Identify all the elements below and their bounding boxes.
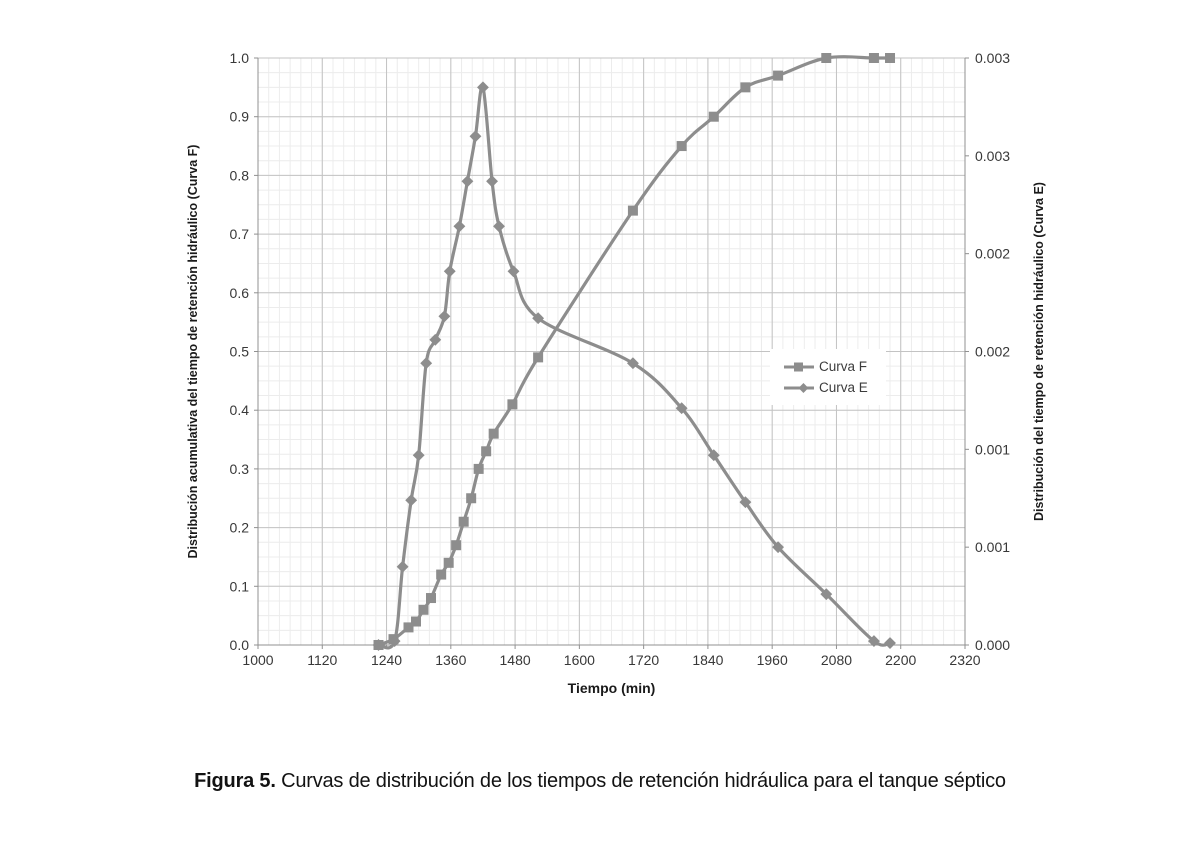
svg-text:0.001: 0.001 (975, 441, 1010, 457)
svg-text:0.002: 0.002 (975, 344, 1010, 360)
svg-text:Distribución acumulativa del t: Distribución acumulativa del tiempo de r… (186, 145, 200, 559)
svg-text:0.2: 0.2 (230, 520, 250, 536)
figure-caption-label: Figura 5. (194, 770, 276, 792)
svg-text:0.7: 0.7 (230, 226, 250, 242)
svg-text:Tiempo (min): Tiempo (min) (568, 680, 656, 696)
svg-text:2320: 2320 (949, 652, 980, 668)
svg-text:0.000: 0.000 (975, 637, 1010, 653)
svg-text:2200: 2200 (885, 652, 916, 668)
svg-text:1000: 1000 (242, 652, 273, 668)
svg-text:0.5: 0.5 (230, 344, 250, 360)
svg-text:Distribución del tiempo de ret: Distribución del tiempo de retención hid… (1032, 182, 1046, 521)
retention-time-chart: 1000 1120 1240 1360 1480 1600 1720 1840 1960 2080… (186, 50, 1046, 696)
svg-text:0.3: 0.3 (230, 461, 250, 477)
svg-text:0.4: 0.4 (230, 402, 250, 418)
curva-f-square-marker-icon (784, 362, 814, 371)
svg-text:0.1: 0.1 (230, 578, 250, 594)
svg-text:0.002: 0.002 (975, 246, 1010, 262)
svg-text:0.001: 0.001 (975, 539, 1010, 555)
svg-text:1840: 1840 (692, 652, 723, 668)
legend-item-curva-e: Curva E (784, 380, 886, 396)
svg-text:1720: 1720 (628, 652, 659, 668)
svg-text:0.003: 0.003 (975, 148, 1010, 164)
svg-text:0.8: 0.8 (230, 167, 250, 183)
svg-text:0.0: 0.0 (230, 637, 250, 653)
legend-label-curva-e: Curva E (819, 380, 868, 395)
svg-text:0.003: 0.003 (975, 50, 1010, 66)
svg-text:1960: 1960 (757, 652, 788, 668)
chart-legend: Curva F Curva E (770, 349, 886, 405)
figure-caption: Figura 5. Curvas de distribución de los … (0, 770, 1200, 793)
legend-item-curva-f: Curva F (784, 359, 886, 375)
legend-label-curva-f: Curva F (819, 359, 868, 374)
chart-canvas: 1000 1120 1240 1360 1480 1600 1720 1840 1960 2080… (186, 50, 1046, 696)
curva-e-diamond-marker-icon (784, 382, 814, 393)
svg-text:2080: 2080 (821, 652, 852, 668)
svg-text:1120: 1120 (307, 652, 337, 668)
svg-text:0.6: 0.6 (230, 285, 250, 301)
svg-text:1.0: 1.0 (230, 50, 250, 66)
svg-text:1360: 1360 (435, 652, 466, 668)
svg-text:1480: 1480 (500, 652, 531, 668)
figure-caption-text: Curvas de distribución de los tiempos de… (275, 770, 1006, 792)
svg-text:1600: 1600 (564, 652, 595, 668)
svg-text:0.9: 0.9 (230, 109, 250, 125)
svg-text:1240: 1240 (371, 652, 402, 668)
